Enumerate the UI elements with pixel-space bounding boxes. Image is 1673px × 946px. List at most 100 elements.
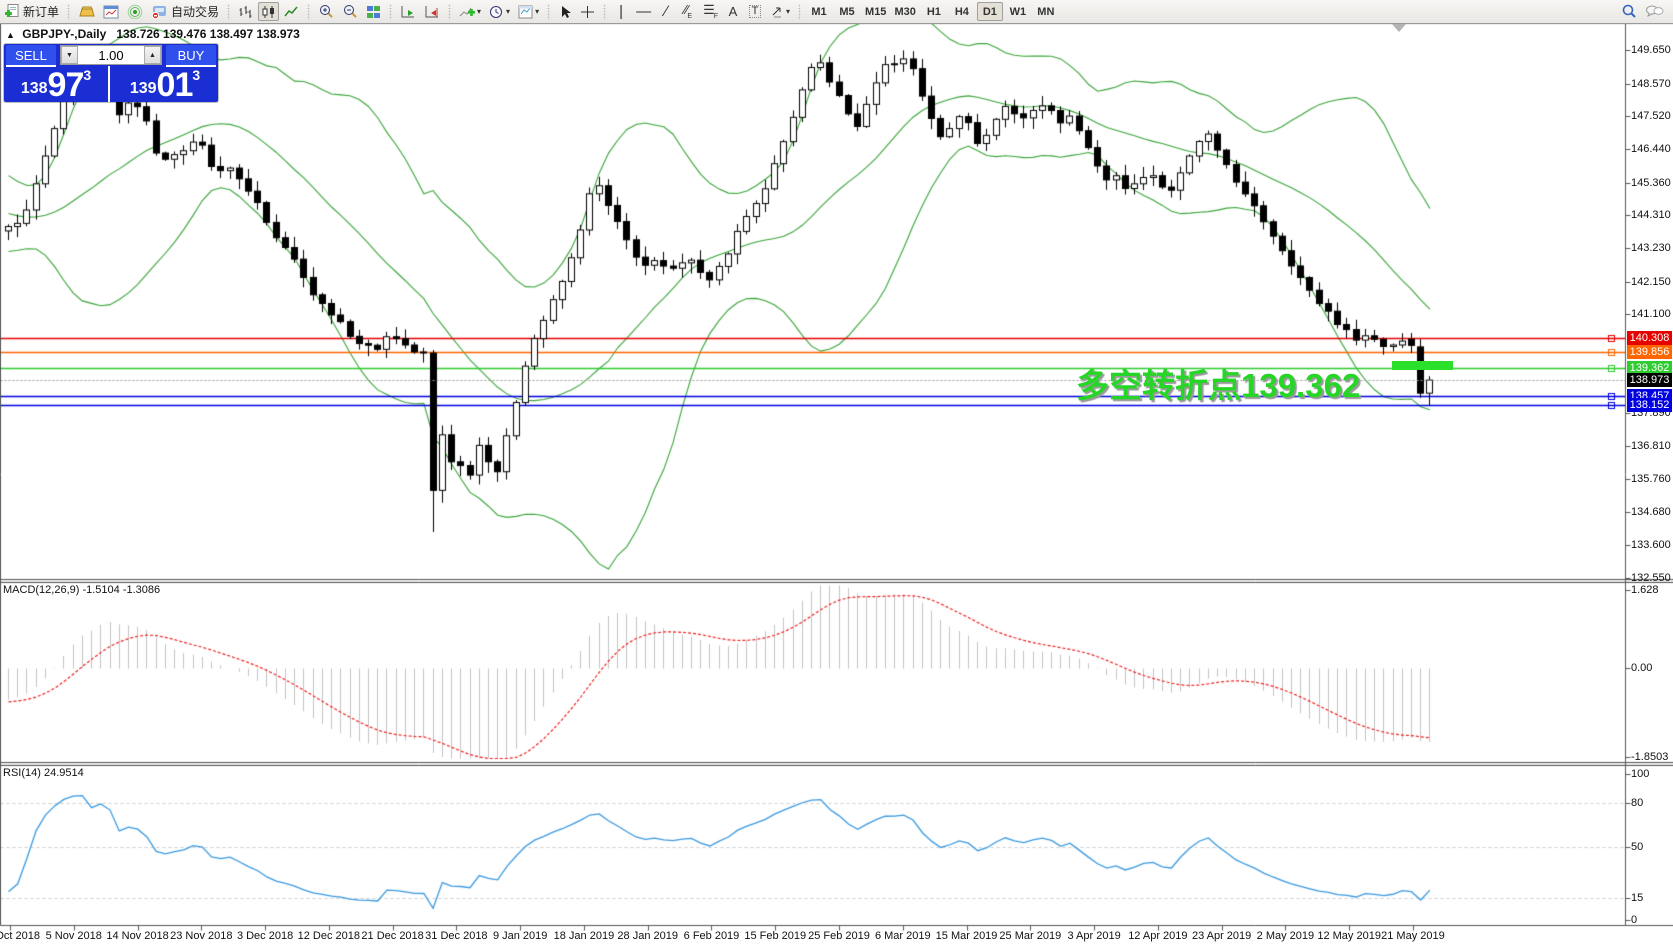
vline-button[interactable]: | bbox=[611, 2, 631, 21]
timeframe-h4-button[interactable]: H4 bbox=[954, 5, 969, 18]
zoom-in-icon bbox=[320, 5, 333, 18]
trendline-icon: ∕ bbox=[664, 3, 668, 20]
crosshair-icon bbox=[581, 5, 595, 18]
dropdown-caret: ▾ bbox=[535, 7, 540, 16]
y-axis-tick-label: 136.810 bbox=[1631, 440, 1671, 453]
collapse-panel-icon[interactable]: ▲ bbox=[6, 30, 15, 40]
date-axis-label: 26 Oct 2018 bbox=[0, 930, 40, 942]
buy-button[interactable]: BUY bbox=[166, 45, 216, 67]
date-axis-label: 23 Apr 2019 bbox=[1191, 930, 1252, 942]
channel-icon: ∕∕E bbox=[684, 2, 693, 20]
autotrading-button[interactable]: 自动交易 bbox=[148, 2, 222, 21]
price-level-flag: 140.308 bbox=[1627, 331, 1672, 346]
y-axis-tick-label: 143.230 bbox=[1631, 242, 1671, 255]
chart-shift-button[interactable] bbox=[421, 2, 443, 21]
y-axis-tick-label: 146.440 bbox=[1631, 143, 1671, 156]
crosshair-button[interactable] bbox=[577, 2, 598, 21]
date-axis-label: 5 Nov 2018 bbox=[45, 930, 102, 942]
timeframe-w1-button[interactable]: W1 bbox=[1009, 5, 1027, 18]
date-axis-label: 23 Nov 2018 bbox=[170, 930, 233, 942]
zoom-in-button[interactable] bbox=[315, 2, 337, 21]
chart-symbol-period: GBPJPY-,Daily bbox=[22, 27, 107, 41]
hline-button[interactable]: — bbox=[633, 2, 654, 21]
timeframe-h1-button[interactable]: H1 bbox=[926, 5, 941, 18]
triangle-up-icon: ▲ bbox=[149, 51, 156, 59]
date-axis-label: 21 May 2019 bbox=[1381, 930, 1445, 942]
date-axis-label: 15 Mar 2019 bbox=[935, 930, 998, 942]
timeframe-m5-button[interactable]: M5 bbox=[839, 5, 855, 18]
metaeditor-button[interactable] bbox=[75, 2, 98, 21]
macd-axis-tick-label: 0.00 bbox=[1631, 662, 1653, 674]
highlighted-trend-segment bbox=[1392, 361, 1453, 370]
sell-price[interactable]: 138 97 3 bbox=[4, 66, 110, 102]
trendline-button[interactable]: ∕ bbox=[656, 2, 676, 21]
text-icon: A bbox=[728, 4, 738, 19]
date-axis-label: 25 Mar 2019 bbox=[999, 930, 1062, 942]
chart-title: ▲ GBPJPY-,Daily 138.726 139.476 138.497 … bbox=[6, 27, 300, 41]
periods-button[interactable]: ▾ bbox=[486, 2, 513, 21]
templates-button[interactable]: ▾ bbox=[515, 2, 542, 21]
timeframe-m30-button[interactable]: M30 bbox=[894, 5, 916, 18]
metaeditor-icon bbox=[79, 6, 95, 16]
label-icon: T bbox=[748, 5, 762, 18]
new-order-button[interactable]: 新订单 bbox=[1, 2, 62, 21]
tile-windows-button[interactable] bbox=[363, 2, 384, 21]
volume-decrease-button[interactable]: ▼ bbox=[61, 46, 78, 64]
macd-axis-tick-label: 1.628 bbox=[1631, 583, 1659, 596]
line-chart-button[interactable] bbox=[281, 2, 302, 21]
zoom-out-icon bbox=[344, 5, 357, 18]
y-axis-tick-label: 147.520 bbox=[1631, 109, 1671, 122]
dropdown-caret: ▾ bbox=[506, 7, 511, 16]
y-axis-tick-label: 144.310 bbox=[1631, 208, 1671, 221]
periods-icon bbox=[490, 5, 503, 18]
signals-button[interactable] bbox=[124, 2, 146, 21]
market-watch-button[interactable] bbox=[100, 2, 122, 21]
candlestick-button[interactable] bbox=[258, 2, 280, 21]
chart-shift-marker[interactable] bbox=[1392, 24, 1406, 32]
fibonacci-button[interactable]: ☰F bbox=[700, 2, 721, 21]
timeframe-d1-button[interactable]: D1 bbox=[976, 2, 1003, 21]
text-button[interactable]: A bbox=[723, 2, 743, 21]
timeframe-m1-button[interactable]: M1 bbox=[811, 5, 827, 18]
date-axis-label: 6 Mar 2019 bbox=[874, 930, 931, 942]
sell-price-pip: 3 bbox=[83, 67, 92, 83]
date-axis-label: 31 Dec 2018 bbox=[425, 930, 488, 942]
chat-button[interactable] bbox=[1642, 2, 1667, 21]
sell-button[interactable]: SELL bbox=[6, 45, 56, 67]
rsi-axis-tick-label: 100 bbox=[1631, 767, 1650, 780]
bar-chart-button[interactable] bbox=[235, 2, 256, 21]
search-button[interactable] bbox=[1618, 2, 1640, 21]
timeframe-mn-button[interactable]: MN bbox=[1037, 5, 1055, 18]
toolbar-grip bbox=[387, 3, 395, 20]
market-watch-icon bbox=[103, 5, 119, 18]
channel-button[interactable]: ∕∕E bbox=[678, 2, 698, 21]
autotrading-icon bbox=[151, 6, 167, 19]
toolbar-grip bbox=[225, 3, 233, 20]
timeframe-m15-button[interactable]: M15 bbox=[865, 5, 887, 18]
y-axis-tick-label: 148.570 bbox=[1631, 77, 1671, 90]
chart-ohlc-values: 138.726 139.476 138.497 138.973 bbox=[116, 27, 300, 41]
price-level-flag: 139.362 bbox=[1627, 360, 1672, 375]
date-axis-label: 12 Dec 2018 bbox=[297, 930, 361, 942]
sell-button-label: SELL bbox=[15, 47, 47, 63]
label-button[interactable]: T bbox=[745, 2, 765, 21]
scroll-to-end-button[interactable] bbox=[397, 2, 419, 21]
date-axis-label: 3 Dec 2018 bbox=[236, 930, 294, 942]
arrows-button[interactable]: ▾ bbox=[767, 2, 793, 21]
volume-value[interactable]: 1.00 bbox=[98, 47, 124, 63]
zoom-out-button[interactable] bbox=[339, 2, 361, 21]
fibonacci-icon: ☰F bbox=[703, 2, 719, 20]
volume-increase-button[interactable]: ▲ bbox=[144, 46, 161, 64]
date-axis-label: 14 Nov 2018 bbox=[106, 930, 169, 942]
buy-price[interactable]: 139 01 3 bbox=[112, 66, 218, 102]
rsi-axis-tick-label: 50 bbox=[1631, 840, 1644, 853]
indicators-button[interactable]: ▾ bbox=[456, 2, 484, 21]
y-axis-tick-label: 134.680 bbox=[1631, 506, 1671, 519]
chat-icon bbox=[1646, 5, 1664, 17]
vline-icon: | bbox=[619, 3, 624, 20]
main-toolbar: 新订单 bbox=[0, 0, 1673, 24]
cursor-button[interactable] bbox=[555, 2, 575, 21]
triangle-down-icon: ▼ bbox=[66, 51, 73, 59]
